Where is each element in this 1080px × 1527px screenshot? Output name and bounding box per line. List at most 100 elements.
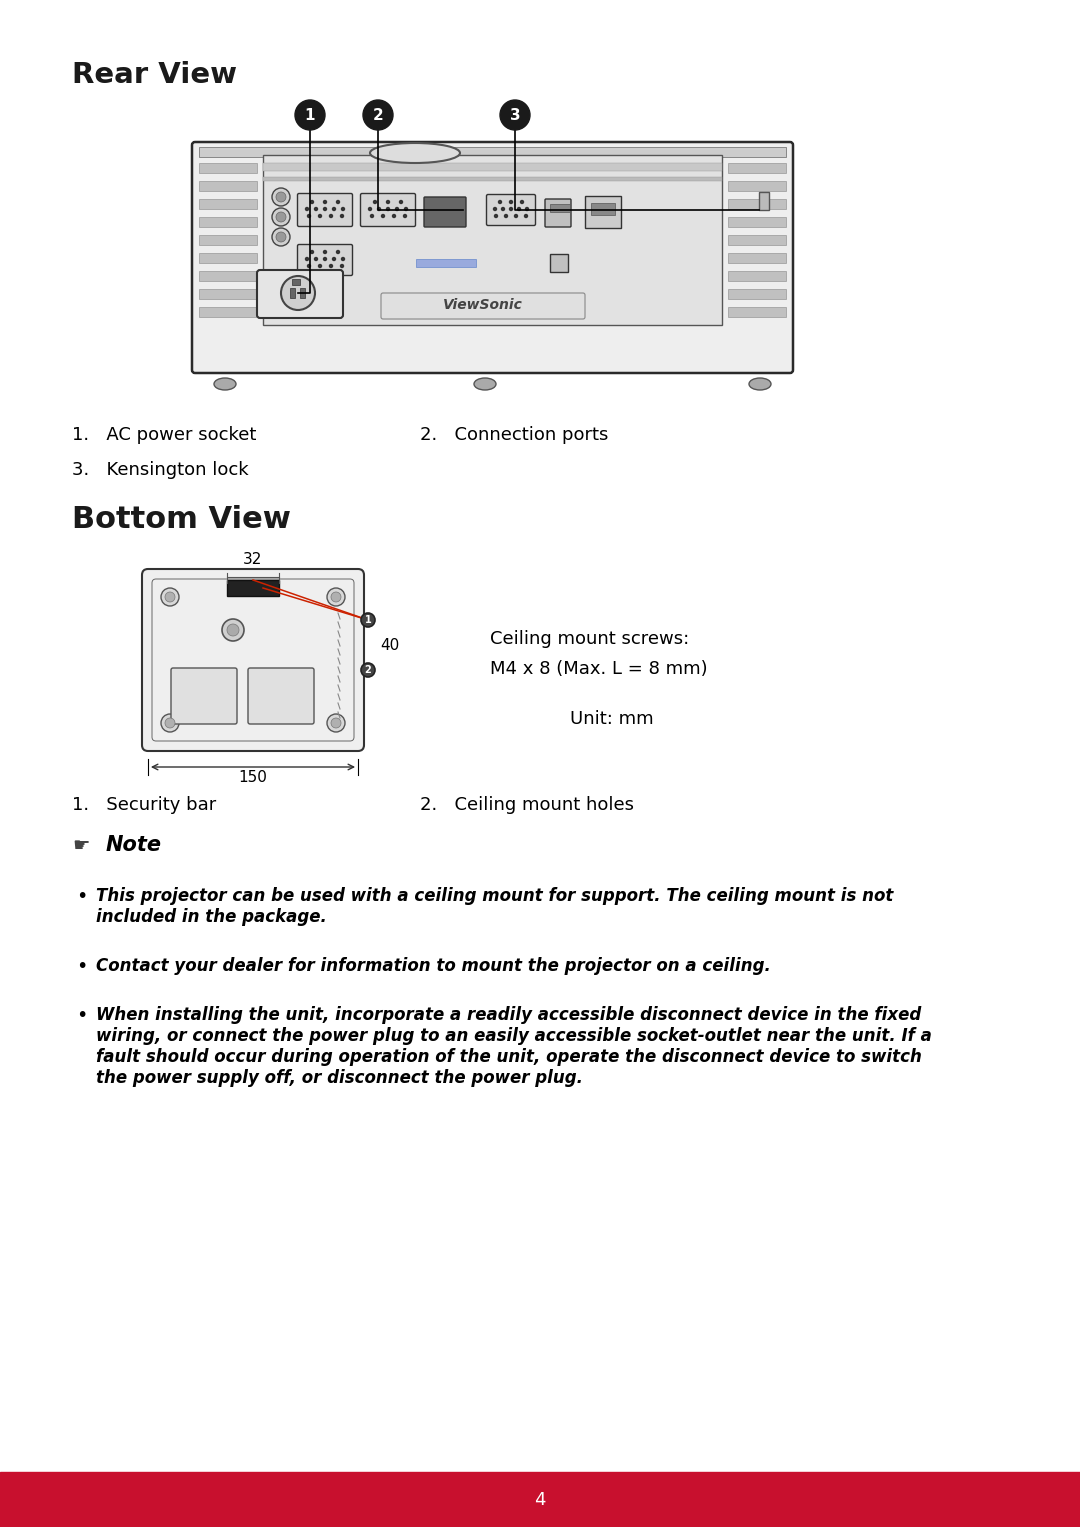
FancyBboxPatch shape	[424, 197, 465, 228]
Circle shape	[330, 592, 341, 602]
FancyBboxPatch shape	[171, 667, 237, 724]
Circle shape	[404, 214, 406, 217]
Circle shape	[405, 208, 407, 211]
Circle shape	[521, 200, 524, 203]
Circle shape	[494, 208, 497, 211]
Circle shape	[340, 264, 343, 267]
FancyBboxPatch shape	[192, 142, 793, 373]
Bar	[550, 253, 568, 272]
Circle shape	[330, 718, 341, 728]
Text: 2: 2	[365, 664, 372, 675]
Text: This projector can be used with a ceiling mount for support. The ceiling mount i: This projector can be used with a ceilin…	[96, 887, 893, 906]
Circle shape	[329, 214, 333, 217]
Bar	[199, 182, 257, 191]
Text: •: •	[77, 957, 87, 976]
Bar	[199, 289, 257, 299]
Bar	[291, 289, 295, 298]
Text: 2: 2	[373, 107, 383, 122]
Bar	[199, 253, 257, 263]
Circle shape	[314, 258, 318, 261]
Ellipse shape	[474, 379, 496, 389]
Bar	[728, 182, 786, 191]
Circle shape	[499, 200, 501, 203]
Circle shape	[340, 214, 343, 217]
Text: 3.   Kensington lock: 3. Kensington lock	[72, 461, 248, 479]
Circle shape	[324, 258, 326, 261]
FancyBboxPatch shape	[486, 194, 536, 226]
Ellipse shape	[750, 379, 771, 389]
Text: 1: 1	[365, 615, 372, 625]
Bar	[199, 307, 257, 318]
Text: Ceiling mount screws:: Ceiling mount screws:	[490, 631, 689, 647]
Text: 4: 4	[535, 1490, 545, 1509]
Bar	[199, 163, 257, 173]
Bar	[728, 163, 786, 173]
Text: ViewSonic: ViewSonic	[443, 298, 523, 312]
Bar	[199, 147, 786, 157]
Circle shape	[395, 208, 399, 211]
Text: wiring, or connect the power plug to an easily accessible socket-outlet near the: wiring, or connect the power plug to an …	[96, 1028, 932, 1044]
Circle shape	[222, 618, 244, 641]
Circle shape	[227, 625, 239, 637]
Circle shape	[526, 208, 528, 211]
Circle shape	[500, 99, 530, 130]
Text: Contact your dealer for information to mount the projector on a ceiling.: Contact your dealer for information to m…	[96, 957, 771, 976]
Bar	[199, 270, 257, 281]
Text: •: •	[77, 1006, 87, 1025]
Text: fault should occur during operation of the unit, operate the disconnect device t: fault should occur during operation of t…	[96, 1048, 922, 1066]
Bar	[227, 580, 279, 596]
Bar	[199, 217, 257, 228]
Bar	[728, 270, 786, 281]
Circle shape	[525, 214, 527, 217]
Bar	[264, 163, 723, 171]
Circle shape	[504, 214, 508, 217]
Circle shape	[361, 612, 375, 628]
Bar	[0, 1472, 1080, 1527]
Circle shape	[378, 208, 380, 211]
Circle shape	[368, 208, 372, 211]
Circle shape	[319, 214, 322, 217]
Circle shape	[333, 258, 336, 261]
Text: 40: 40	[380, 637, 400, 652]
Circle shape	[510, 208, 513, 211]
Text: Unit: mm: Unit: mm	[570, 710, 653, 728]
Circle shape	[341, 208, 345, 211]
Circle shape	[276, 212, 286, 221]
Bar	[199, 235, 257, 244]
Circle shape	[374, 200, 377, 203]
Circle shape	[165, 718, 175, 728]
Text: 1: 1	[305, 107, 315, 122]
Bar	[728, 307, 786, 318]
Bar	[264, 156, 723, 325]
Circle shape	[272, 188, 291, 206]
Circle shape	[337, 250, 339, 253]
Ellipse shape	[370, 144, 460, 163]
Circle shape	[501, 208, 504, 211]
FancyBboxPatch shape	[257, 270, 343, 318]
Circle shape	[161, 588, 179, 606]
Circle shape	[370, 214, 374, 217]
Circle shape	[387, 200, 390, 203]
Bar	[264, 177, 723, 182]
Text: the power supply off, or disconnect the power plug.: the power supply off, or disconnect the …	[96, 1069, 583, 1087]
Text: •: •	[77, 887, 87, 906]
Bar	[728, 217, 786, 228]
Circle shape	[272, 208, 291, 226]
Circle shape	[276, 192, 286, 202]
Text: 2.   Connection ports: 2. Connection ports	[420, 426, 608, 444]
Circle shape	[333, 208, 336, 211]
Circle shape	[314, 208, 318, 211]
Circle shape	[514, 214, 517, 217]
Circle shape	[272, 228, 291, 246]
Circle shape	[311, 250, 313, 253]
Text: Note: Note	[106, 835, 162, 855]
Circle shape	[392, 214, 395, 217]
FancyBboxPatch shape	[361, 194, 416, 226]
FancyBboxPatch shape	[297, 244, 352, 275]
FancyBboxPatch shape	[381, 293, 585, 319]
Circle shape	[387, 208, 390, 211]
Bar	[728, 289, 786, 299]
Text: 150: 150	[239, 770, 268, 785]
Circle shape	[324, 200, 326, 203]
Bar	[585, 195, 621, 228]
